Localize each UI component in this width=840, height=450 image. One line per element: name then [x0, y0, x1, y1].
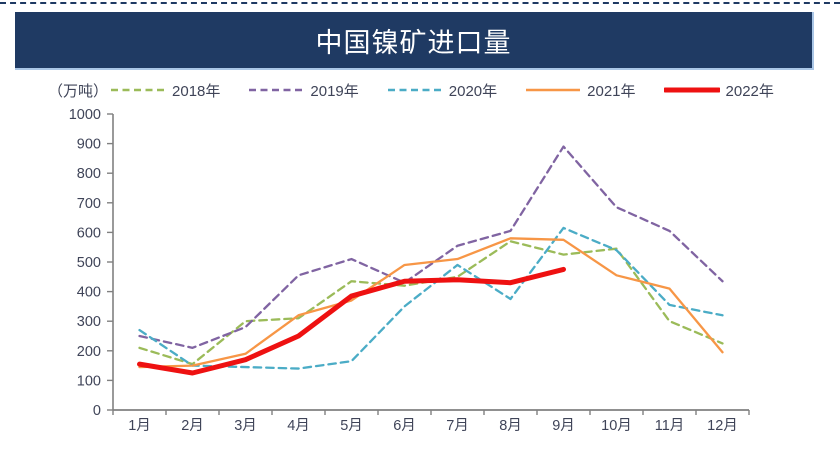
y-axis-unit-label: （万吨）: [48, 82, 109, 100]
x-tick-label: 11月: [655, 418, 685, 434]
y-tick-label: 500: [77, 255, 101, 271]
x-tick-label: 5月: [340, 418, 363, 434]
y-tick-label: 800: [77, 166, 101, 182]
x-tick-label: 12月: [707, 418, 738, 434]
y-tick-label: 400: [77, 285, 101, 301]
x-tick-label: 2月: [181, 418, 204, 434]
y-tick-label: 200: [77, 344, 101, 360]
legend-line-swatch-2020年: [387, 86, 443, 94]
series-line-2022年: [137, 266, 566, 376]
x-tick-label: 3月: [234, 418, 257, 434]
legend-label: 2022年: [725, 82, 774, 100]
legend-item-2021年: 2021年: [525, 80, 636, 101]
legend-line-swatch-2018年: [110, 86, 166, 94]
chart-area: 0 100 200 300 400 500 600 700 800 900 1000 1月 2月 3月 4月…: [0, 100, 840, 445]
y-tick-label: 100: [77, 373, 101, 389]
legend-item-2022年: 2022年: [662, 80, 774, 101]
top-dashed-border: [0, 2, 840, 4]
legend: 2018年 2019年 2020年 2021年 2022年: [110, 80, 802, 101]
series-line-2018年: [138, 240, 724, 366]
y-tick-label: 0: [93, 403, 101, 419]
x-tick-label: 10月: [601, 418, 632, 434]
legend-item-2020年: 2020年: [387, 80, 497, 101]
x-tick-label: 6月: [393, 418, 416, 434]
legend-label: 2020年: [448, 82, 498, 100]
legend-label: 2018年: [172, 82, 221, 100]
series-line-2021年: [138, 237, 724, 369]
x-tick-label: 9月: [552, 418, 575, 434]
y-tick-label: 900: [77, 137, 101, 153]
legend-label: 2019年: [310, 82, 359, 100]
y-tick-label: 300: [77, 314, 101, 330]
legend-line-swatch-2021年: [525, 86, 581, 94]
title-banner: 中国镍矿进口量: [15, 12, 814, 70]
x-tick-label: 8月: [499, 418, 522, 434]
series-line-2020年: [138, 226, 724, 370]
nickel-import-line-chart: 0 100 200 300 400 500 600 700 800 900 1000 1月 2月 3月 4月…: [69, 107, 750, 434]
chart-title: 中国镍矿进口量: [315, 27, 512, 59]
legend-line-swatch-2019年: [248, 86, 304, 94]
y-tick-label: 1000: [69, 107, 101, 123]
legend-label: 2021年: [587, 82, 636, 100]
legend-row: （万吨） 2018年 2019年 2020年 2021年 2022年: [48, 78, 828, 102]
legend-line-swatch-2022年: [662, 86, 722, 94]
x-tick-label: 4月: [287, 418, 310, 434]
series-line-2019年: [138, 145, 724, 349]
y-tick-label: 600: [77, 225, 101, 241]
y-tick-label: 700: [77, 196, 101, 212]
legend-item-2018年: 2018年: [110, 80, 220, 101]
x-tick-label: 7月: [446, 418, 469, 434]
x-tick-label: 1月: [128, 418, 151, 434]
legend-item-2019年: 2019年: [248, 80, 359, 101]
